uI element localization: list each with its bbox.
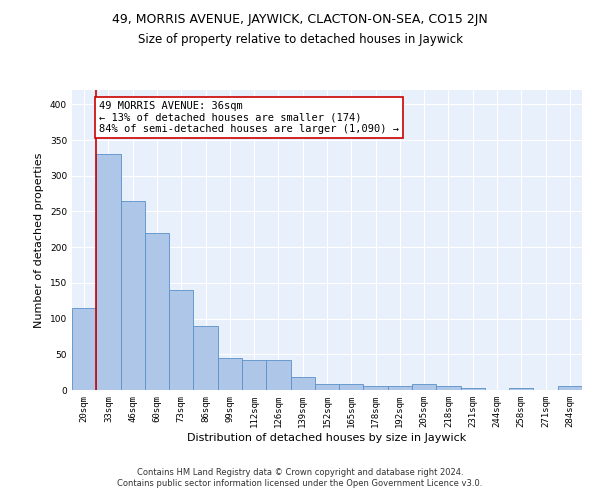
Bar: [121, 200, 145, 390]
Bar: [509, 388, 533, 390]
Y-axis label: Number of detached properties: Number of detached properties: [34, 152, 44, 328]
Bar: [72, 308, 96, 390]
Text: Size of property relative to detached houses in Jaywick: Size of property relative to detached ho…: [137, 32, 463, 46]
Text: 49, MORRIS AVENUE, JAYWICK, CLACTON-ON-SEA, CO15 2JN: 49, MORRIS AVENUE, JAYWICK, CLACTON-ON-S…: [112, 12, 488, 26]
Bar: [290, 377, 315, 390]
Bar: [558, 386, 582, 390]
Bar: [436, 386, 461, 390]
Bar: [266, 360, 290, 390]
X-axis label: Distribution of detached houses by size in Jaywick: Distribution of detached houses by size …: [187, 432, 467, 442]
Bar: [461, 388, 485, 390]
Bar: [388, 386, 412, 390]
Bar: [315, 384, 339, 390]
Bar: [412, 384, 436, 390]
Bar: [96, 154, 121, 390]
Bar: [145, 233, 169, 390]
Text: Contains HM Land Registry data © Crown copyright and database right 2024.
Contai: Contains HM Land Registry data © Crown c…: [118, 468, 482, 487]
Bar: [339, 384, 364, 390]
Bar: [364, 386, 388, 390]
Bar: [218, 358, 242, 390]
Bar: [169, 290, 193, 390]
Text: 49 MORRIS AVENUE: 36sqm
← 13% of detached houses are smaller (174)
84% of semi-d: 49 MORRIS AVENUE: 36sqm ← 13% of detache…: [99, 100, 399, 134]
Bar: [193, 326, 218, 390]
Bar: [242, 360, 266, 390]
